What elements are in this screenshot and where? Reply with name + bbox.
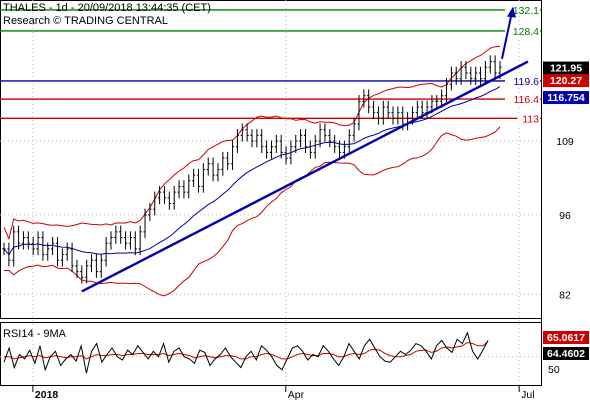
level-label-bg xyxy=(505,4,540,16)
price-badge-bg xyxy=(543,74,589,88)
level-label-bg xyxy=(505,94,540,106)
level-label: 128.4 xyxy=(513,26,539,38)
bollinger-upper xyxy=(3,45,501,241)
bollinger-bands xyxy=(3,45,501,297)
rsi-ma-badge-bg xyxy=(543,347,589,360)
y-axis: 82 96 109 xyxy=(556,136,574,301)
rsi-line xyxy=(3,331,489,374)
ytick-label: 96 xyxy=(559,210,571,222)
xtick-label: Apr xyxy=(288,389,305,400)
rsi-series xyxy=(0,331,541,374)
rsi-badge: 65.0617 xyxy=(547,332,585,344)
chart-subtitle: Research © TRADING CENTRAL xyxy=(3,15,168,27)
levels: 132.1 128.4 119.6 116.4 113 xyxy=(0,4,541,125)
level-label-bg xyxy=(505,25,540,37)
x-axis: 2018 Apr Jul xyxy=(32,386,535,400)
rsi-ma-line xyxy=(4,341,489,360)
price-badge: 116.754 xyxy=(547,92,585,104)
rsi-ytick: 50 xyxy=(548,364,560,376)
forecast-arrowhead xyxy=(507,6,516,18)
rsi-label: RSI14 - 9MA xyxy=(3,328,67,340)
level-label-bg xyxy=(517,113,540,125)
rsi-badge-bg xyxy=(543,331,589,344)
xtick-label: 2018 xyxy=(35,389,59,400)
level-label: 116.4 xyxy=(514,94,540,106)
price-badge: 120.27 xyxy=(550,75,582,87)
level-label-bg xyxy=(505,75,540,87)
level-label: 132.1 xyxy=(513,5,539,17)
trendline xyxy=(81,6,529,293)
chart-title: THALES - 1d - 20/09/2018 13:44:35 (CET) xyxy=(3,2,211,14)
forecast-arrow xyxy=(501,11,513,59)
xtick-label: Jul xyxy=(521,389,534,400)
bollinger-lower xyxy=(4,126,501,297)
support-trendline xyxy=(81,60,529,293)
ytick-label: 109 xyxy=(556,136,574,148)
ytick-label: 82 xyxy=(559,289,571,301)
price-badge-bg xyxy=(543,61,589,75)
price-badge: 121.95 xyxy=(550,63,582,75)
level-label: 113 xyxy=(522,113,539,125)
grid xyxy=(0,0,541,386)
price-bars xyxy=(2,55,502,284)
rsi-ma-badge: 64.4602 xyxy=(547,348,585,360)
price-badge-bg xyxy=(543,91,589,105)
moving-average xyxy=(3,86,501,256)
level-label: 119.6 xyxy=(514,76,540,88)
